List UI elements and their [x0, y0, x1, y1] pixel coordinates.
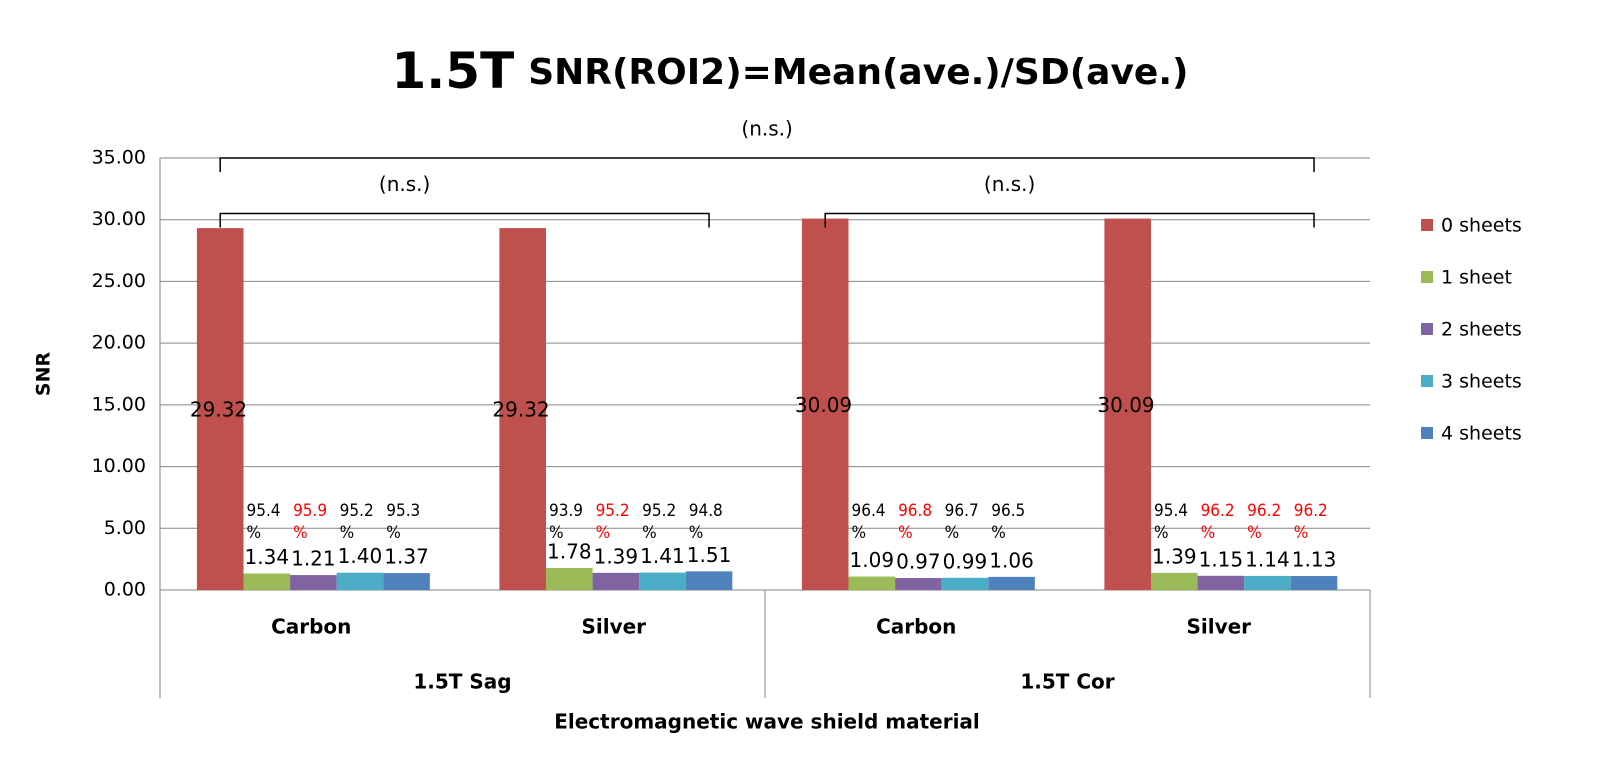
bracket-label: (n.s.) [984, 172, 1035, 196]
bar [801, 218, 849, 590]
legend-label: 3 sheets [1441, 371, 1522, 393]
value-label: 30.09 [795, 393, 852, 417]
value-label: 1.39 [594, 544, 639, 568]
y-tick-label: 0.00 [104, 579, 146, 601]
bar [1197, 575, 1245, 590]
bar [1150, 572, 1198, 590]
value-label: 1.37 [384, 545, 429, 569]
title-sub: SNR(ROI2)=Mean(ave.)/SD(ave.) [528, 52, 1188, 93]
chart-title: 1.5T SNR(ROI2)=Mean(ave.)/SD(ave.) [392, 42, 1189, 100]
legend-swatch [1421, 271, 1433, 283]
bracket-label: (n.s.) [379, 172, 430, 196]
bar [941, 577, 989, 590]
y-tick-label: 25.00 [92, 270, 146, 292]
legend-swatch [1421, 427, 1433, 439]
y-tick-label: 35.00 [92, 147, 146, 169]
y-axis-title: SNR [33, 352, 55, 397]
value-label: 1.13 [1292, 548, 1337, 572]
value-label: 29.32 [492, 398, 549, 422]
bar [685, 571, 733, 590]
value-label: 30.09 [1097, 393, 1154, 417]
percent-label: 95.2 % [339, 501, 374, 543]
value-label: 1.09 [850, 548, 895, 572]
percent-label: 95.2 % [595, 501, 630, 543]
bar [243, 573, 291, 590]
legend-label: 0 sheets [1441, 215, 1522, 237]
x-tick-label: Carbon [876, 615, 956, 639]
legend-swatch [1421, 375, 1433, 387]
bracket [219, 157, 1315, 172]
bar [895, 578, 942, 590]
value-label: 1.51 [687, 543, 732, 567]
bar [639, 572, 686, 590]
bar [988, 576, 1035, 590]
value-label: 0.99 [943, 549, 988, 573]
value-label: 1.14 [1245, 547, 1290, 571]
bar [336, 572, 384, 590]
value-label: 1.21 [291, 547, 336, 571]
legend-label: 4 sheets [1441, 423, 1522, 445]
y-tick-label: 5.00 [104, 517, 146, 539]
bar [592, 572, 640, 590]
bracket-label: (n.s.) [741, 117, 792, 141]
percent-label: 96.5 % [991, 501, 1026, 543]
bracket [824, 212, 1315, 228]
percent-label: 96.2 % [1200, 501, 1235, 543]
legend-label: 2 sheets [1441, 319, 1522, 341]
percent-label: 96.4 % [851, 501, 886, 543]
percent-label: 95.4 % [246, 501, 281, 543]
bar [196, 228, 244, 590]
percent-label: 93.9 % [548, 501, 584, 543]
y-tick-label: 20.00 [92, 332, 146, 354]
value-label: 1.40 [338, 544, 383, 568]
value-label: 1.34 [245, 545, 290, 569]
percent-label: 95.9 % [293, 501, 328, 543]
legend-swatch [1421, 323, 1433, 335]
percent-label: 96.7 % [944, 501, 979, 543]
x-axis-title: Electromagnetic wave shield material [554, 710, 980, 734]
group-label: 1.5T Cor [1020, 670, 1114, 694]
title-main: 1.5T [392, 42, 515, 100]
legend-swatch [1421, 219, 1433, 231]
group-label: 1.5T Sag [413, 670, 511, 694]
x-tick-label: Carbon [271, 615, 351, 639]
percent-label: 96.2 % [1293, 501, 1328, 543]
percent-label: 96.8 % [898, 501, 933, 543]
percent-label: 96.2 % [1247, 501, 1282, 543]
x-tick-label: Silver [581, 615, 646, 639]
value-label: 29.32 [190, 398, 247, 422]
value-label: 1.78 [547, 540, 592, 564]
bar [1104, 218, 1151, 590]
y-tick-label: 30.00 [92, 208, 146, 230]
y-tick-label: 15.00 [92, 393, 146, 415]
bar [1290, 576, 1338, 590]
percent-label: 95.4 % [1153, 501, 1189, 543]
legend-label: 1 sheet [1441, 267, 1512, 289]
y-tick-label: 10.00 [92, 455, 146, 477]
value-label: 1.15 [1199, 547, 1244, 571]
bar [290, 575, 337, 590]
value-label: 0.97 [896, 550, 941, 574]
value-label: 1.41 [640, 544, 685, 568]
percent-label: 95.2 % [642, 501, 677, 543]
value-label: 1.06 [989, 548, 1034, 572]
bar [545, 568, 593, 590]
bar [499, 228, 546, 590]
bar [1244, 575, 1291, 590]
percent-label: 94.8 % [688, 501, 723, 543]
bar [848, 576, 896, 590]
value-label: 1.39 [1152, 544, 1197, 568]
bar [383, 573, 430, 590]
x-tick-label: Silver [1186, 615, 1251, 639]
percent-label: 95.3 % [386, 501, 421, 543]
bracket [219, 212, 710, 228]
